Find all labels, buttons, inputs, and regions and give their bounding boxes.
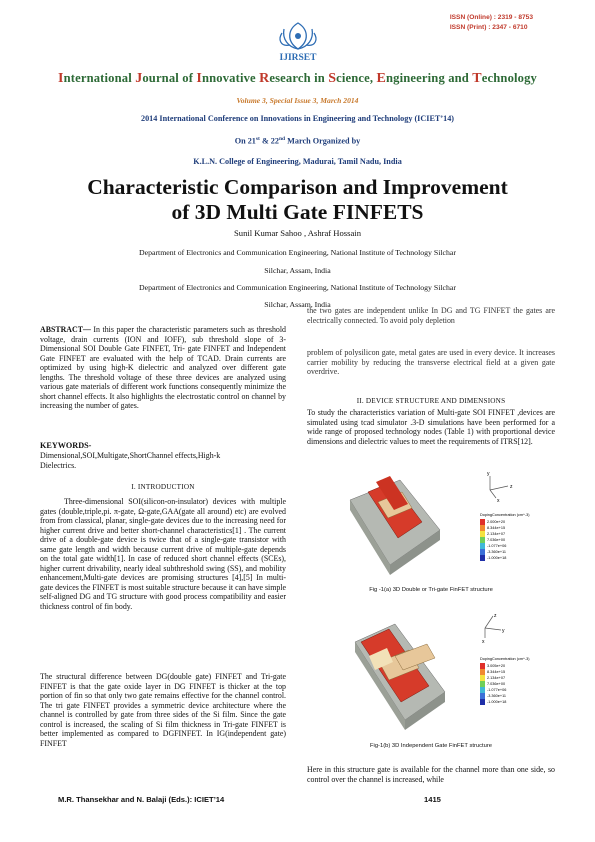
svg-text:x: x [482, 639, 485, 645]
footer-page-number: 1415 [424, 795, 441, 804]
figure-1b-caption: Fig-1(b) 3D Independent Gate FinFET stru… [369, 743, 492, 749]
right-paragraph-3: To study the characteristics variation o… [307, 408, 555, 446]
authors: Sunil Kumar Sahoo , Ashraf Hossain [234, 228, 361, 238]
svg-text:8.344e+15: 8.344e+15 [487, 670, 505, 674]
conference-name: 2014 International Conference on Innovat… [140, 114, 455, 123]
figure-1a-caption: Fig -1(a) 3D Double or Tri-gate FinFET s… [369, 587, 493, 593]
keywords-text: Dimensional,SOI,Multigate,ShortChannel e… [40, 451, 221, 470]
svg-text:-3.360e+11: -3.360e+11 [487, 694, 506, 698]
logo-text: IJIRSET [280, 53, 318, 63]
svg-text:z: z [494, 613, 497, 619]
volume-info: Volume 3, Special Issue 3, March 2014 [236, 96, 359, 105]
svg-text:7.036e+00: 7.036e+00 [487, 682, 505, 686]
legend-title: DopingConcentration (cm^-3) [480, 513, 530, 517]
abstract: ABSTRACT— In this paper the characterist… [40, 325, 286, 411]
issn-block: ISSN (Online) : 2319 - 8753 ISSN (Print)… [450, 13, 533, 33]
svg-text:7.036e+00: 7.036e+00 [487, 538, 505, 542]
intro-paragraph-1: Three-dimensional SOI(silicon-on-insulat… [40, 497, 286, 612]
affiliation-2: Department of Electronics and Communicat… [139, 283, 456, 292]
intro-paragraph-2: The structural difference between DG(dou… [40, 672, 286, 748]
organizer-college: K.L.N. College of Engineering, Madurai, … [193, 157, 402, 166]
logo-emblem-icon: IJIRSET [279, 22, 318, 63]
paper-title: Characteristic Comparison and Improvemen… [87, 175, 508, 224]
location-2: Silchar, Assam, India [264, 300, 331, 309]
right-paragraph-2: problem of polysilicon gate, metal gates… [307, 348, 555, 377]
legend-title: DopingConcentration (cm^-3) [480, 657, 530, 661]
svg-text:2.134e+07: 2.134e+07 [487, 532, 505, 536]
svg-text:y: y [487, 471, 490, 477]
svg-text:-1.077e+06: -1.077e+06 [487, 688, 506, 692]
journal-name: International Journal of Innovative Rese… [57, 71, 538, 86]
svg-text:-3.360e+11: -3.360e+11 [487, 550, 506, 554]
svg-text:y: y [502, 628, 505, 634]
keywords-label: KEYWORDS- [40, 441, 92, 450]
footer-editors: M.R. Thansekhar and N. Balaji (Eds.): IC… [58, 795, 225, 804]
svg-text:-1.000e+18: -1.000e+18 [487, 700, 506, 704]
issn-print: ISSN (Print) : 2347 - 6710 [449, 24, 528, 31]
location-1: Silchar, Assam, India [264, 266, 331, 275]
issn-online: ISSN (Online) : 2319 - 8753 [449, 14, 533, 21]
conference-dates: On 21st & 22nd March Organized by [234, 136, 361, 146]
svg-text:x: x [497, 498, 500, 504]
svg-text:z: z [510, 484, 513, 490]
svg-text:3.005e+20: 3.005e+20 [487, 664, 505, 668]
right-paragraph-1: the two gates are independent unlike In … [307, 306, 555, 325]
svg-text:8.344e+15: 8.344e+15 [487, 526, 505, 530]
right-paragraph-4: Here in this structure gate is available… [307, 765, 555, 784]
svg-text:2.000e+20: 2.000e+20 [487, 520, 505, 524]
svg-text:-1.077e+06: -1.077e+06 [487, 544, 506, 548]
section-heading-introduction: I. INTRODUCTION [131, 483, 195, 491]
abstract-text: In this paper the characteristic paramet… [40, 325, 286, 411]
axis-triad-icon: z y x [482, 613, 505, 645]
section-heading-device-structure: II. DEVICE STRUCTURE AND DIMENSIONS [356, 397, 506, 405]
affiliation-1: Department of Electronics and Communicat… [139, 248, 456, 257]
svg-text:2.134e+07: 2.134e+07 [487, 676, 505, 680]
axis-triad-icon: z y x [487, 471, 513, 504]
svg-text:-1.000e+18: -1.000e+18 [487, 556, 506, 560]
journal-logo: IJIRSET [258, 19, 338, 65]
abstract-label: ABSTRACT— [40, 325, 91, 334]
figure-1b: z y x DopingConcentration (cm^-3) 3.005e… [335, 612, 545, 740]
figure-1a: z y x DopingConcentration (cm^-3) 2.000e… [330, 470, 540, 585]
